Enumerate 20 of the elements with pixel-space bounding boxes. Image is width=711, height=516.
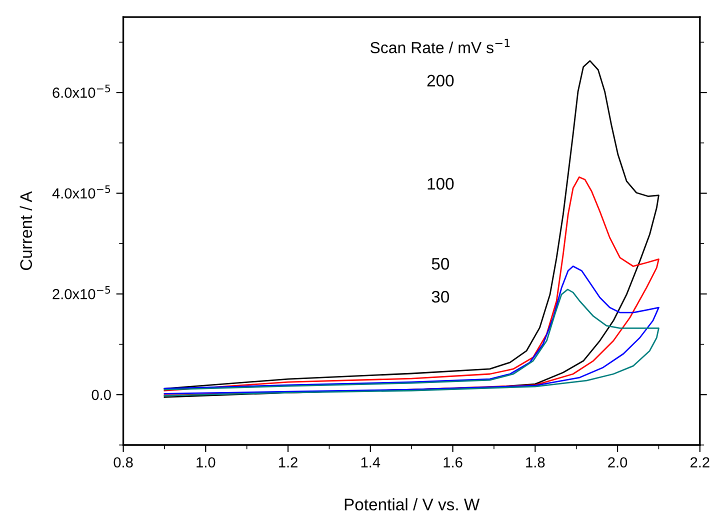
x-tick-label: 1.2 [279, 457, 298, 468]
x-tick-label: 2.2 [690, 457, 710, 468]
x-axis-title: Potential / V vs. W [344, 498, 480, 510]
y-tick-label: 0.0 [92, 390, 111, 400]
x-tick-label: 1.8 [526, 457, 545, 468]
annotation: 30 [432, 290, 450, 303]
y-tick-label: 2.0x10$^{−5}$ [52, 286, 110, 300]
x-tick-label: 1.6 [444, 457, 462, 468]
y-tick-label: 6.0x10$^{−5}$ [52, 84, 110, 98]
y-axis-title: Current / A [20, 191, 32, 270]
x-tick-label: 0.8 [114, 457, 133, 468]
x-tick-label: 1.0 [196, 457, 216, 468]
y-tick-label: 4.0x10$^{−5}$ [52, 185, 110, 199]
annotation: 100 [428, 178, 454, 190]
annotation: Scan Rate / mV s$^{−1}$ [370, 38, 510, 54]
x-tick-label: 2.0 [608, 457, 628, 468]
annotation: 200 [427, 74, 454, 87]
annotation: 50 [432, 258, 450, 270]
line-series [164, 288, 660, 396]
x-tick-label: 1.4 [361, 457, 380, 468]
